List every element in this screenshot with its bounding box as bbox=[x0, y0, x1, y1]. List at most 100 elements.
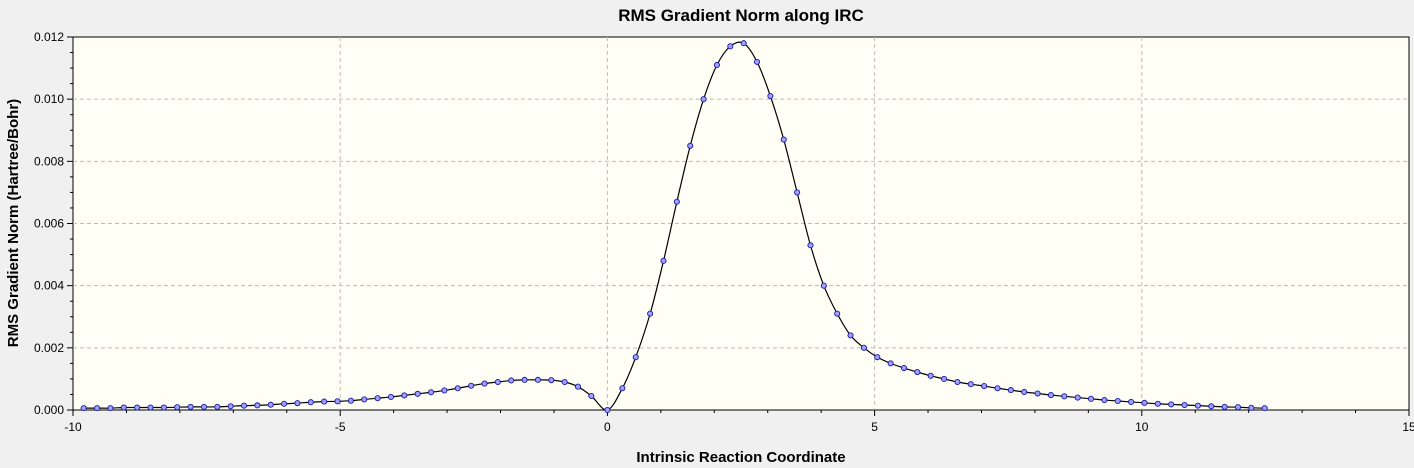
x-tick-label: 0 bbox=[604, 420, 611, 434]
data-point bbox=[981, 383, 988, 390]
data-point bbox=[713, 61, 721, 69]
data-point bbox=[200, 403, 207, 410]
data-point bbox=[1261, 405, 1268, 412]
data-point bbox=[1047, 392, 1054, 399]
data-point bbox=[401, 392, 408, 399]
data-point bbox=[347, 397, 354, 404]
data-point bbox=[1114, 397, 1121, 405]
data-point bbox=[1074, 394, 1081, 401]
grid-lines bbox=[73, 37, 1409, 410]
data-point bbox=[574, 383, 582, 390]
data-point bbox=[1194, 402, 1201, 409]
data-point bbox=[847, 332, 854, 339]
data-point bbox=[307, 399, 314, 406]
data-point bbox=[267, 401, 274, 408]
data-point bbox=[914, 369, 921, 376]
y-tick-label: 0.000 bbox=[34, 403, 64, 417]
data-point bbox=[1208, 403, 1215, 410]
data-point bbox=[927, 372, 934, 379]
data-point bbox=[534, 376, 541, 383]
x-tick-label: 15 bbox=[1402, 420, 1414, 434]
data-point bbox=[187, 403, 194, 410]
data-point bbox=[887, 360, 894, 367]
data-point bbox=[107, 405, 114, 412]
data-point bbox=[454, 385, 461, 392]
data-point bbox=[1007, 387, 1014, 394]
data-point bbox=[660, 257, 667, 264]
data-point bbox=[548, 377, 555, 384]
data-point bbox=[807, 242, 814, 249]
data-point bbox=[521, 376, 528, 383]
data-point bbox=[227, 403, 234, 410]
data-point bbox=[727, 43, 734, 50]
data-point bbox=[94, 405, 101, 412]
data-point bbox=[254, 402, 261, 409]
data-point bbox=[387, 393, 395, 400]
data-point bbox=[588, 392, 595, 400]
data-point bbox=[80, 405, 87, 412]
data-point bbox=[294, 400, 301, 407]
data-point bbox=[468, 382, 475, 389]
data-point bbox=[160, 404, 167, 411]
y-tick-label: 0.004 bbox=[34, 279, 64, 293]
data-point bbox=[794, 189, 801, 196]
data-point bbox=[334, 398, 341, 405]
y-axis: 0.000 0.002 0.004 0.006 0.008 0.010 0.012 bbox=[34, 30, 73, 417]
data-point bbox=[632, 354, 639, 361]
data-point bbox=[427, 389, 435, 396]
data-point bbox=[1034, 390, 1041, 397]
data-point bbox=[604, 406, 611, 414]
data-point bbox=[1168, 401, 1175, 408]
data-point bbox=[1087, 395, 1095, 402]
data-point bbox=[1221, 403, 1228, 410]
data-point bbox=[860, 344, 867, 351]
data-point bbox=[900, 364, 908, 372]
x-tick-label: 10 bbox=[1135, 420, 1149, 434]
chart-title: RMS Gradient Norm along IRC bbox=[618, 6, 864, 25]
data-point bbox=[834, 310, 841, 317]
data-point bbox=[147, 404, 154, 411]
data-point bbox=[1154, 400, 1161, 407]
data-point bbox=[374, 395, 381, 402]
data-point bbox=[619, 385, 626, 392]
data-point bbox=[994, 385, 1001, 392]
data-point bbox=[1061, 393, 1068, 400]
data-point bbox=[321, 398, 328, 405]
data-point bbox=[561, 378, 568, 386]
data-point bbox=[214, 403, 221, 410]
x-axis-label: Intrinsic Reaction Coordinate bbox=[636, 449, 845, 466]
data-point bbox=[361, 396, 368, 403]
x-axis: -10 -5 0 5 10 15 bbox=[64, 410, 1414, 434]
data-point bbox=[673, 198, 680, 205]
y-tick-label: 0.012 bbox=[34, 30, 64, 44]
x-tick-label: -10 bbox=[64, 420, 82, 434]
data-point bbox=[753, 58, 761, 65]
data-point bbox=[820, 282, 827, 289]
x-tick-label: -5 bbox=[335, 420, 346, 434]
data-point bbox=[414, 390, 421, 397]
data-point bbox=[1234, 404, 1242, 411]
y-tick-label: 0.008 bbox=[34, 154, 64, 168]
data-point bbox=[954, 378, 961, 386]
data-point bbox=[1101, 396, 1108, 404]
data-point bbox=[441, 387, 448, 394]
y-tick-label: 0.010 bbox=[34, 92, 64, 106]
data-point bbox=[740, 40, 747, 47]
y-axis-label: RMS Gradient Norm (Hartree/Bohr) bbox=[5, 99, 22, 347]
data-point bbox=[767, 93, 774, 100]
data-point bbox=[508, 377, 515, 384]
data-point bbox=[941, 375, 948, 382]
data-point bbox=[967, 381, 974, 388]
data-point bbox=[120, 404, 127, 411]
data-point bbox=[700, 96, 707, 103]
data-point bbox=[174, 404, 181, 411]
data-point bbox=[481, 380, 488, 387]
data-point bbox=[1021, 388, 1028, 396]
data-point bbox=[494, 378, 501, 386]
data-point bbox=[1128, 398, 1135, 405]
data-point bbox=[1181, 401, 1188, 409]
x-tick-label: 5 bbox=[871, 420, 878, 434]
data-point bbox=[1141, 399, 1148, 406]
data-point bbox=[687, 142, 694, 149]
